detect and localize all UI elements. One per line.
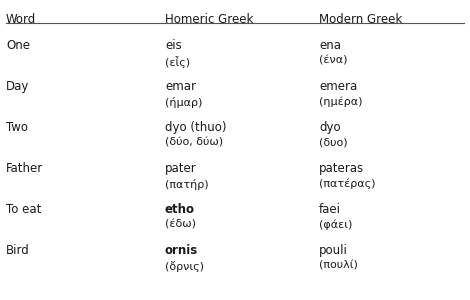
Text: emar: emar bbox=[165, 80, 196, 93]
Text: eis: eis bbox=[165, 38, 182, 52]
Text: (εἶς): (εἶς) bbox=[165, 56, 190, 68]
Text: ornis: ornis bbox=[165, 244, 198, 256]
Text: etho: etho bbox=[165, 202, 195, 216]
Text: To eat: To eat bbox=[6, 202, 41, 216]
Text: Bird: Bird bbox=[6, 244, 30, 256]
Text: pateras: pateras bbox=[319, 162, 364, 175]
Text: Father: Father bbox=[6, 162, 43, 175]
Text: (δυο): (δυο) bbox=[319, 138, 348, 148]
Text: Modern Greek: Modern Greek bbox=[319, 13, 402, 26]
Text: pouli: pouli bbox=[319, 244, 348, 256]
Text: ena: ena bbox=[319, 38, 341, 52]
Text: Day: Day bbox=[6, 80, 30, 93]
Text: Word: Word bbox=[6, 13, 36, 26]
Text: Homeric Greek: Homeric Greek bbox=[165, 13, 253, 26]
Text: One: One bbox=[6, 38, 30, 52]
Text: (πουλί): (πουλί) bbox=[319, 261, 358, 271]
Text: dyo (thuo): dyo (thuo) bbox=[165, 121, 227, 134]
Text: (ημέρα): (ημέρα) bbox=[319, 97, 362, 107]
Text: Two: Two bbox=[6, 121, 28, 134]
Text: pater: pater bbox=[165, 162, 196, 175]
Text: (πατέρας): (πατέρας) bbox=[319, 179, 376, 189]
Text: emera: emera bbox=[319, 80, 357, 93]
Text: (ένα): (ένα) bbox=[319, 56, 348, 66]
Text: faei: faei bbox=[319, 202, 341, 216]
Text: (φάει): (φάει) bbox=[319, 220, 352, 230]
Text: (δύο, δύω): (δύο, δύω) bbox=[165, 138, 223, 148]
Text: (έδω): (έδω) bbox=[165, 220, 196, 230]
Text: (ήμαρ): (ήμαρ) bbox=[165, 97, 202, 108]
Text: (πατήρ): (πατήρ) bbox=[165, 179, 209, 190]
Text: (ὄρνις): (ὄρνις) bbox=[165, 261, 204, 272]
Text: dyo: dyo bbox=[319, 121, 341, 134]
